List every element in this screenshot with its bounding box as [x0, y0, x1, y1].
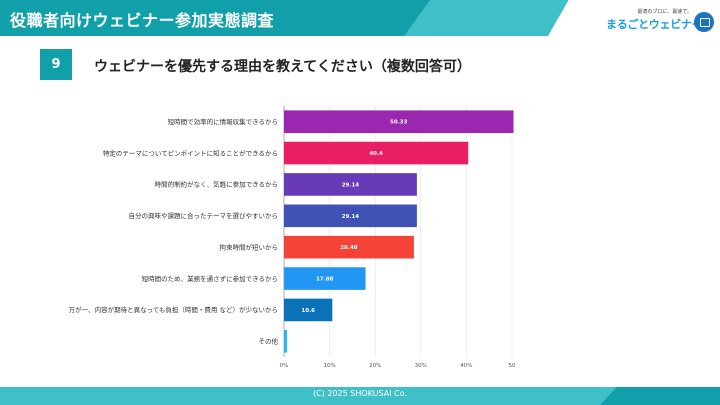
category-label: 特定のテーマについてピンポイントに知ることができるから [103, 148, 278, 157]
bar [284, 110, 514, 133]
x-tick-label: 50 [509, 363, 516, 369]
question-number: 9 [40, 49, 72, 80]
x-tick-label: 10% [323, 363, 335, 369]
data-label: 10.6 [301, 308, 315, 314]
footer-accent [600, 387, 720, 405]
x-tick-label: 30% [415, 363, 427, 369]
x-tick-label: 0% [280, 363, 289, 369]
category-label: 拘束時間が短いから [220, 242, 279, 251]
x-tick-label: 40% [460, 363, 472, 369]
brand-logo[interactable]: 最適のプロに、最速で。 まるごとウェビナー [606, 8, 714, 32]
data-label: 29.14 [342, 214, 360, 220]
data-label: 28.48 [340, 245, 358, 251]
bar [284, 204, 417, 228]
data-label: 17.88 [316, 277, 334, 283]
page-title: 役職者向けウェビナー参加実態調査 [10, 11, 275, 30]
header-title-band [0, 0, 430, 36]
bar [284, 298, 333, 322]
logo-area [548, 0, 720, 36]
category-label: 万が一、内容が期待と異なっても負担（時間・費用 など）が少ないから [69, 305, 278, 314]
logo-badge-icon [694, 12, 714, 32]
data-label: 29.14 [342, 182, 360, 188]
category-label: その他 [259, 337, 279, 346]
logo-text: まるごとウェビナー [606, 18, 703, 31]
footer-band [0, 387, 720, 405]
logo-tagline: 最適のプロに、最速で。 [637, 9, 692, 15]
data-label: 50.33 [390, 120, 408, 126]
category-label: 短時間で効率的に情報収集できるから [168, 117, 278, 126]
bar [284, 141, 469, 165]
category-label: 自分の興味や課題に合ったテーマを選びやすいから [129, 211, 279, 220]
bar [284, 235, 414, 259]
data-label: 40.4 [369, 151, 383, 157]
x-tick-label: 20% [369, 363, 381, 369]
category-label: 時間的制約がなく、気軽に参加できるから [155, 180, 278, 189]
bar [284, 173, 417, 196]
copyright: (C) 2025 SHOKUSAI Co. [312, 389, 408, 398]
category-label: 短時間のため、業務を通さずに参加できるから [142, 274, 278, 283]
bar [284, 267, 366, 290]
question-title: ウェビナーを優先する理由を教えてください（複数回答可） [94, 59, 471, 75]
bar [284, 330, 288, 353]
